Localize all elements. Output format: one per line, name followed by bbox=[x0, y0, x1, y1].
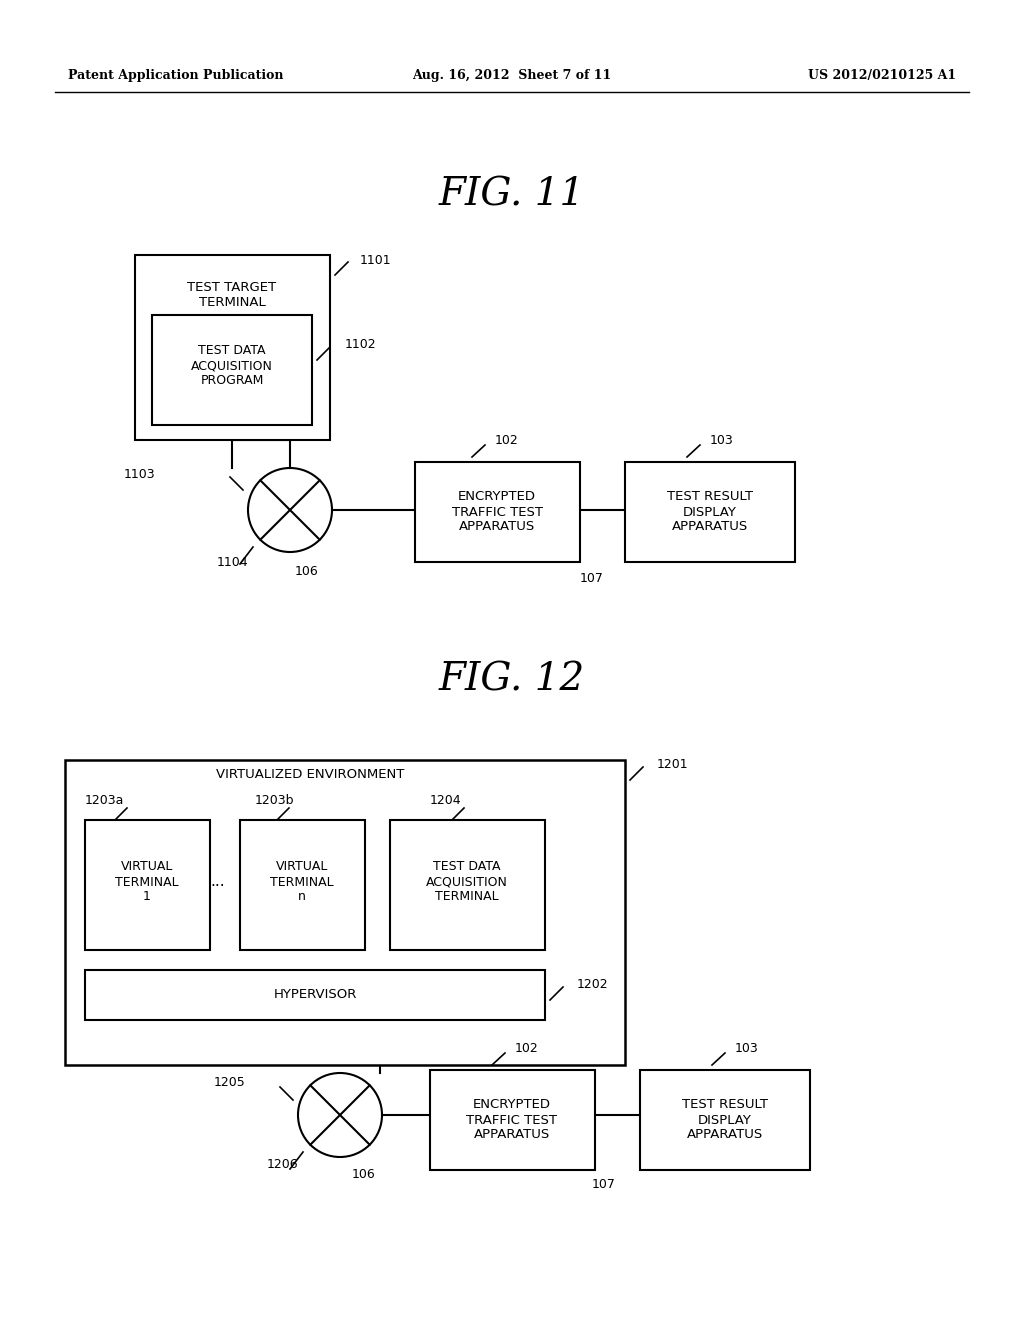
Text: 1203b: 1203b bbox=[255, 793, 295, 807]
Text: Patent Application Publication: Patent Application Publication bbox=[68, 69, 284, 82]
Text: VIRTUAL
TERMINAL
1: VIRTUAL TERMINAL 1 bbox=[115, 861, 179, 903]
Text: 103: 103 bbox=[710, 433, 734, 446]
Text: US 2012/0210125 A1: US 2012/0210125 A1 bbox=[808, 69, 956, 82]
Text: TEST DATA
ACQUISITION
TERMINAL: TEST DATA ACQUISITION TERMINAL bbox=[426, 861, 508, 903]
Text: 1206: 1206 bbox=[266, 1159, 298, 1172]
Text: HYPERVISOR: HYPERVISOR bbox=[273, 989, 356, 1002]
Text: 1204: 1204 bbox=[430, 793, 462, 807]
Bar bbox=[240, 820, 365, 950]
Bar bbox=[640, 1071, 810, 1170]
Text: 1102: 1102 bbox=[345, 338, 377, 351]
Text: 1203a: 1203a bbox=[85, 793, 124, 807]
Text: TEST DATA
ACQUISITION
PROGRAM: TEST DATA ACQUISITION PROGRAM bbox=[191, 345, 273, 388]
Text: VIRTUALIZED ENVIRONMENT: VIRTUALIZED ENVIRONMENT bbox=[216, 768, 404, 781]
Bar bbox=[625, 462, 795, 562]
Text: FIG. 11: FIG. 11 bbox=[439, 177, 585, 214]
Text: 106: 106 bbox=[352, 1168, 376, 1181]
Text: 106: 106 bbox=[295, 565, 318, 578]
Bar bbox=[65, 760, 625, 1065]
Text: 1103: 1103 bbox=[123, 469, 155, 482]
Text: ENCRYPTED
TRAFFIC TEST
APPARATUS: ENCRYPTED TRAFFIC TEST APPARATUS bbox=[467, 1098, 557, 1142]
Bar bbox=[390, 820, 545, 950]
Text: TEST RESULT
DISPLAY
APPARATUS: TEST RESULT DISPLAY APPARATUS bbox=[682, 1098, 768, 1142]
Text: TEST TARGET
TERMINAL: TEST TARGET TERMINAL bbox=[187, 281, 276, 309]
Bar bbox=[85, 970, 545, 1020]
Text: 1201: 1201 bbox=[657, 759, 688, 771]
Text: 107: 107 bbox=[580, 572, 604, 585]
Text: Aug. 16, 2012  Sheet 7 of 11: Aug. 16, 2012 Sheet 7 of 11 bbox=[413, 69, 611, 82]
Text: ENCRYPTED
TRAFFIC TEST
APPARATUS: ENCRYPTED TRAFFIC TEST APPARATUS bbox=[452, 491, 543, 533]
Bar bbox=[85, 820, 210, 950]
Text: VIRTUAL
TERMINAL
n: VIRTUAL TERMINAL n bbox=[270, 861, 334, 903]
Text: FIG. 12: FIG. 12 bbox=[439, 661, 585, 698]
Text: 102: 102 bbox=[495, 433, 519, 446]
Text: 1101: 1101 bbox=[360, 253, 391, 267]
Text: 107: 107 bbox=[592, 1177, 615, 1191]
Text: 1202: 1202 bbox=[577, 978, 608, 991]
Text: 103: 103 bbox=[735, 1041, 759, 1055]
Text: 1104: 1104 bbox=[216, 556, 248, 569]
Text: TEST RESULT
DISPLAY
APPARATUS: TEST RESULT DISPLAY APPARATUS bbox=[667, 491, 753, 533]
Text: 1205: 1205 bbox=[213, 1076, 245, 1089]
Bar bbox=[152, 315, 312, 425]
Text: ...: ... bbox=[211, 874, 225, 890]
Bar bbox=[415, 462, 580, 562]
Text: 102: 102 bbox=[515, 1041, 539, 1055]
Bar bbox=[430, 1071, 595, 1170]
Bar bbox=[135, 255, 330, 440]
